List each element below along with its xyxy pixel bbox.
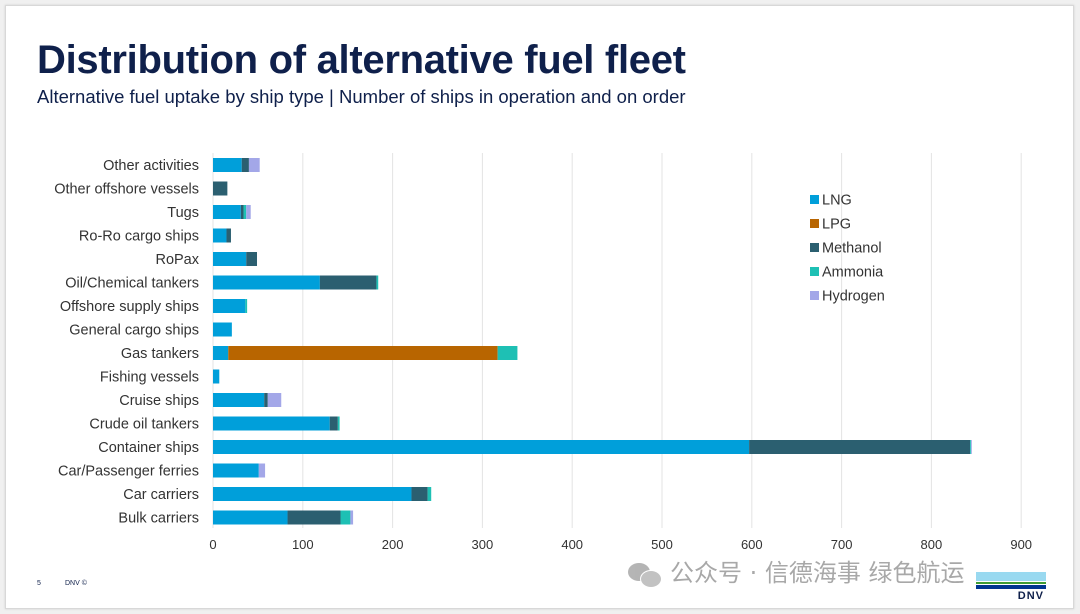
x-tick-label: 800 [921, 537, 943, 552]
bar-segment-hydrogen [246, 205, 251, 219]
bars [213, 158, 972, 525]
bar-segment-ammonia [497, 346, 518, 360]
category-label: Ro-Ro cargo ships [79, 229, 199, 245]
category-label: Car carriers [123, 487, 199, 503]
bar-segment-lng [213, 299, 246, 313]
bar-segment-lng [213, 463, 259, 478]
x-tick-label: 0 [209, 537, 216, 552]
bar-segment-methanol [287, 510, 341, 525]
bar-segment-lpg [228, 346, 498, 360]
x-tick-label: 400 [561, 537, 583, 552]
bar-segment-lng [213, 205, 241, 219]
bar-segment-ammonia [337, 416, 340, 431]
bar-segment-lng [213, 275, 320, 290]
category-label: RoPax [155, 252, 199, 268]
footer-brand: DNV © [65, 580, 87, 587]
x-tick-label: 900 [1010, 537, 1032, 552]
bar-segment-hydrogen [267, 393, 282, 407]
legend-swatch-ammonia [810, 267, 819, 276]
page-number: 5 [37, 580, 41, 587]
bar-segment-ammonia [427, 487, 432, 501]
legend-swatch-lpg [810, 219, 819, 228]
x-tick-label: 700 [831, 537, 853, 552]
bar-segment-lng [213, 158, 242, 172]
bar-segment-ammonia [340, 510, 351, 525]
bar-segment-lng [213, 487, 412, 501]
bar-segment-methanol [213, 181, 228, 196]
bar-segment-lng [213, 416, 330, 431]
legend-label: Hydrogen [822, 289, 885, 305]
x-axis-ticks: 0 100 200 300 400 500 600 700 800 900 [209, 537, 1032, 552]
legend-label: LPG [822, 217, 851, 233]
bar-segment-hydrogen [970, 440, 972, 454]
bar-segment-lng [213, 252, 247, 266]
category-label: Crude oil tankers [89, 417, 199, 433]
bar-segment-methanol [264, 393, 268, 407]
bar-segment-methanol [319, 275, 377, 290]
x-tick-label: 200 [382, 537, 404, 552]
bar-segment-hydrogen [258, 463, 266, 478]
dnv-logo: DNV [976, 567, 1046, 603]
bar-segment-ammonia [245, 299, 248, 313]
x-tick-label: 600 [741, 537, 763, 552]
category-label: Car/Passenger ferries [58, 464, 199, 480]
x-tick-label: 300 [472, 537, 494, 552]
legend-swatch-lng [810, 195, 819, 204]
bar-segment-lng [213, 440, 750, 454]
legend-label: Methanol [822, 241, 882, 257]
x-tick-label: 100 [292, 537, 314, 552]
category-label: Fishing vessels [100, 370, 199, 386]
bar-segment-lng [213, 346, 229, 360]
bar-segment-hydrogen [350, 510, 354, 525]
bar-segment-methanol [246, 252, 258, 266]
bar-segment-lng [213, 228, 227, 243]
watermark-text: 公众号 · 信德海事 绿色航运 [670, 559, 965, 587]
wechat-icon [628, 561, 664, 588]
bar-segment-lng [213, 369, 220, 384]
category-label: Offshore supply ships [60, 299, 199, 315]
bar-segment-methanol [749, 440, 971, 454]
bar-segment-methanol [240, 205, 244, 219]
watermark: 公众号 · 信德海事 绿色航运 [628, 553, 965, 588]
bar-segment-methanol [226, 228, 231, 243]
bar-segment-lng [213, 393, 265, 407]
bar-segment-methanol [411, 487, 428, 501]
bar-segment-ammonia [243, 205, 247, 219]
category-label: Cruise ships [119, 393, 199, 409]
category-label: Bulk carriers [118, 511, 199, 527]
category-label: Tugs [167, 205, 199, 221]
legend-swatch-methanol [810, 243, 819, 252]
bar-segment-ammonia [970, 440, 971, 454]
category-label: Container ships [98, 440, 199, 456]
bar-segment-methanol [241, 158, 249, 172]
bar-segment-methanol [329, 416, 338, 431]
bar-segment-lng [213, 322, 232, 337]
slide [5, 5, 1074, 609]
slide-subtitle: Alternative fuel uptake by ship type | N… [37, 86, 686, 107]
category-label: Gas tankers [121, 346, 199, 362]
legend-label: Ammonia [822, 265, 884, 281]
bar-segment-ammonia [376, 275, 379, 290]
legend-label: LNG [822, 193, 852, 209]
category-label: Other activities [103, 158, 199, 174]
gridlines [212, 153, 1022, 528]
legend-swatch-hydrogen [810, 291, 819, 300]
bar-segment-lng [213, 510, 288, 525]
category-label: General cargo ships [69, 323, 199, 339]
category-labels: Other activities Other offshore vessels Tu… [54, 158, 200, 527]
x-tick-label: 500 [651, 537, 673, 552]
legend: LNG LPG Methanol Ammonia Hydrogen [810, 193, 885, 305]
category-label: Other offshore vessels [54, 182, 199, 198]
category-label: Oil/Chemical tankers [65, 276, 199, 292]
bar-segment-hydrogen [248, 158, 260, 172]
logo-text: DNV [1017, 590, 1044, 602]
slide-title: Distribution of alternative fuel fleet [37, 38, 686, 82]
